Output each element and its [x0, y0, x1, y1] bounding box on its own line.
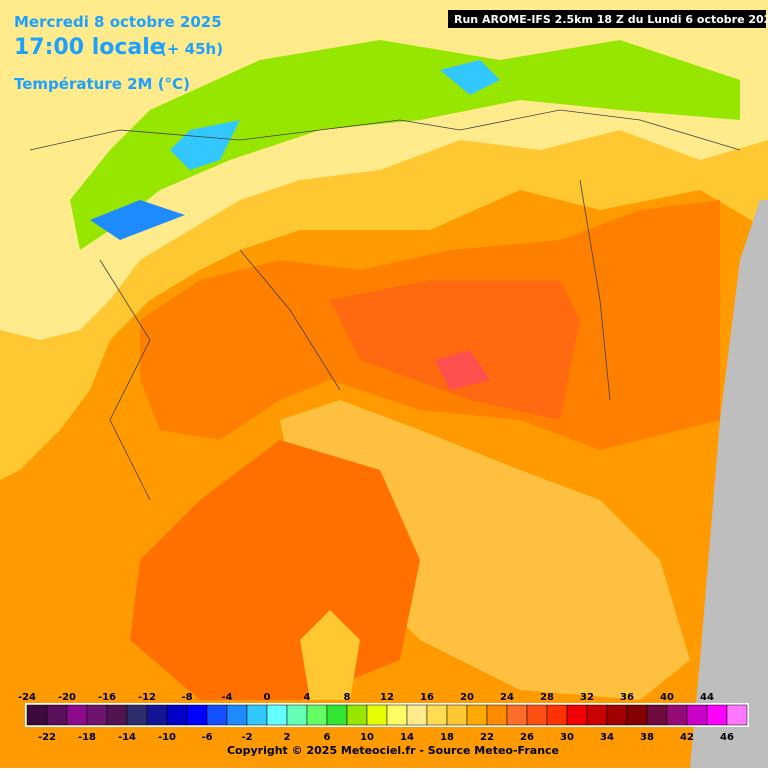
legend-swatch — [686, 704, 708, 726]
legend-label: -4 — [221, 692, 232, 703]
hot-spot — [435, 350, 490, 390]
run-banner — [448, 10, 766, 28]
legend-label: 10 — [360, 732, 374, 743]
legend-swatch — [106, 704, 128, 726]
legend-swatch — [306, 704, 328, 726]
legend-label: 4 — [304, 692, 311, 703]
legend-swatch — [26, 704, 48, 726]
legend-swatch — [46, 704, 68, 726]
legend-swatch — [206, 704, 228, 726]
legend-label: 36 — [620, 692, 634, 703]
legend-swatch — [506, 704, 528, 726]
forecast-time: 17:00 locale — [14, 35, 165, 60]
legend-swatch — [226, 704, 248, 726]
legend-label: -2 — [241, 732, 252, 743]
legend-swatch — [606, 704, 628, 726]
forecast-date: Mercredi 8 octobre 2025 — [14, 13, 222, 31]
outside-domain — [690, 200, 768, 768]
legend-label: 18 — [440, 732, 454, 743]
legend-label: -16 — [98, 692, 116, 703]
border-lines — [29, 109, 741, 501]
legend-label: -6 — [201, 732, 212, 743]
legend-swatch — [406, 704, 428, 726]
legend-label: 44 — [700, 692, 714, 703]
apennine-zone — [280, 400, 690, 700]
legend-label: 12 — [380, 692, 394, 703]
legend-swatch — [346, 704, 368, 726]
legend-label: 0 — [264, 692, 271, 703]
legend-label: -24 — [18, 692, 36, 703]
legend-label: -18 — [78, 732, 96, 743]
glacier-zone — [440, 60, 500, 95]
legend-label: 8 — [344, 692, 351, 703]
legend-swatch — [126, 704, 148, 726]
legend-label: 26 — [520, 732, 534, 743]
legend-swatch — [266, 704, 288, 726]
legend-swatch — [386, 704, 408, 726]
legend-label: 16 — [420, 692, 434, 703]
legend-swatch — [246, 704, 268, 726]
legend-swatch — [326, 704, 348, 726]
legend-label: 14 — [400, 732, 414, 743]
legend-swatch — [706, 704, 728, 726]
legend-label: -14 — [118, 732, 136, 743]
legend-label: 24 — [500, 692, 514, 703]
glacier-zone — [90, 200, 185, 240]
legend-swatch — [586, 704, 608, 726]
legend-label: 28 — [540, 692, 554, 703]
warm-plain-zone — [330, 280, 580, 420]
glacier-zone — [170, 120, 240, 170]
legend-swatch — [286, 704, 308, 726]
legend-label: 6 — [324, 732, 331, 743]
legend-swatch — [486, 704, 508, 726]
legend-label: -20 — [58, 692, 76, 703]
legend-swatch — [366, 704, 388, 726]
parameter-name: Température 2M (°C) — [14, 75, 190, 93]
island-zone — [300, 610, 360, 700]
color-scale: -24-22-20-18-16-14-12-10-8-6-4-202468101… — [18, 692, 749, 743]
legend-label: 30 — [560, 732, 574, 743]
legend-swatch — [186, 704, 208, 726]
legend-label: 42 — [680, 732, 694, 743]
run-info: Run AROME-IFS 2.5km 18 Z du Lundi 6 octo… — [454, 13, 768, 26]
legend-swatch — [726, 704, 748, 726]
legend-swatch — [86, 704, 108, 726]
legend-label: -22 — [38, 732, 56, 743]
legend-swatch — [426, 704, 448, 726]
legend-swatch — [646, 704, 668, 726]
legend-label: 46 — [720, 732, 734, 743]
legend-swatch — [546, 704, 568, 726]
legend-label: -10 — [158, 732, 176, 743]
legend-swatch — [526, 704, 548, 726]
legend-swatch — [166, 704, 188, 726]
legend-label: 22 — [480, 732, 494, 743]
mountain-zone — [70, 40, 740, 250]
legend-label: 2 — [284, 732, 291, 743]
legend-label: 20 — [460, 692, 474, 703]
legend-label: -8 — [181, 692, 192, 703]
legend-label: 40 — [660, 692, 674, 703]
legend-swatch — [666, 704, 688, 726]
forecast-lead: (+ 45h) — [160, 40, 223, 58]
legend-label: 38 — [640, 732, 654, 743]
legend-swatch — [566, 704, 588, 726]
legend-swatch — [626, 704, 648, 726]
legend-swatch — [146, 704, 168, 726]
legend-swatch — [446, 704, 468, 726]
copyright: Copyright © 2025 Meteociel.fr - Source M… — [227, 744, 559, 757]
legend-swatch — [466, 704, 488, 726]
legend-label: 34 — [600, 732, 614, 743]
legend-label: 32 — [580, 692, 594, 703]
legend-label: -12 — [138, 692, 156, 703]
legend-swatch — [66, 704, 88, 726]
